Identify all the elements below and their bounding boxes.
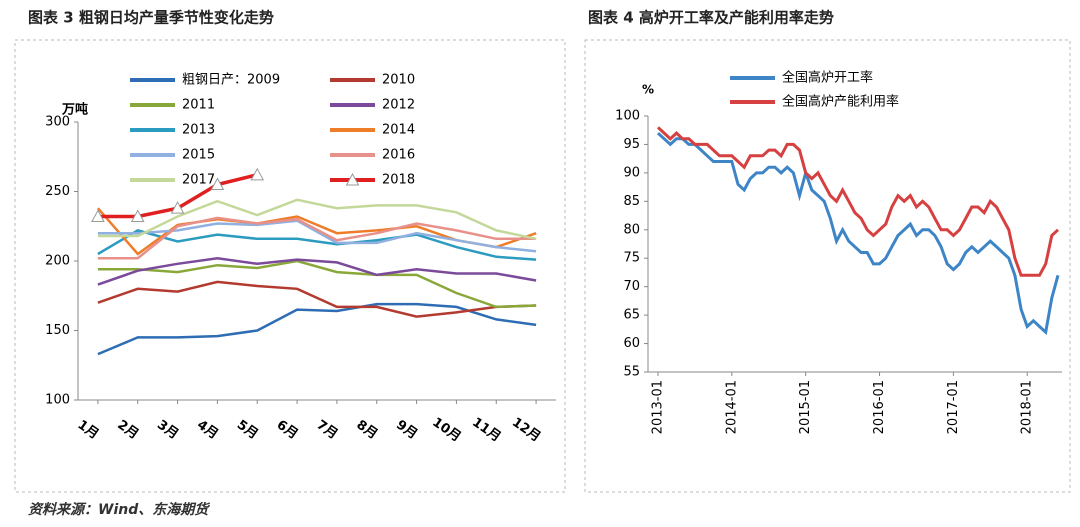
y-axis-label: 万吨 xyxy=(61,102,88,118)
x-tick-label: 2015-01 xyxy=(798,380,813,434)
y-tick-label: 70 xyxy=(623,279,640,294)
y-tick-label: 65 xyxy=(623,308,640,323)
y-tick-label: 100 xyxy=(615,109,640,124)
x-tick-label: 6月 xyxy=(274,418,301,443)
x-tick-label: 10月 xyxy=(429,415,463,445)
y-tick-label: 95 xyxy=(623,137,640,152)
x-tick-label: 2016-01 xyxy=(872,380,887,434)
x-tick-label: 2013-01 xyxy=(651,380,666,434)
y-axis-label: % xyxy=(642,83,654,97)
y-tick-label: 100 xyxy=(45,393,70,408)
y-tick-label: 200 xyxy=(45,254,70,269)
y-tick-label: 75 xyxy=(623,251,640,266)
right-frame xyxy=(584,39,1071,493)
x-tick-label: 7月 xyxy=(314,418,341,443)
y-tick-label: 60 xyxy=(623,336,640,351)
left-frame xyxy=(14,39,566,493)
legend-label: 全国高炉开工率 xyxy=(782,70,873,86)
source-note: 资料来源：Wind、东海期货 xyxy=(28,501,210,518)
series-line xyxy=(97,229,537,261)
y-tick-label: 85 xyxy=(623,194,640,209)
series-line xyxy=(97,198,537,241)
y-tick-label: 90 xyxy=(623,165,640,180)
legend-label: 2014 xyxy=(382,123,415,138)
series-line xyxy=(97,256,537,286)
x-tick-label: 2月 xyxy=(114,418,141,443)
point-marker xyxy=(91,209,105,223)
legend-label: 2012 xyxy=(382,98,415,113)
series-line xyxy=(97,259,537,309)
x-tick-label: 5月 xyxy=(234,418,261,443)
point-marker xyxy=(250,167,265,181)
y-tick-label: 300 xyxy=(45,115,70,130)
chart-title: 图表 3 粗钢日均产量季节性变化走势 xyxy=(28,9,274,27)
x-tick-label: 4月 xyxy=(194,418,221,443)
point-marker xyxy=(210,177,225,191)
x-tick-label: 12月 xyxy=(509,415,543,445)
chart-title: 图表 4 高炉开工率及产能利用率走势 xyxy=(588,9,834,27)
legend-marker xyxy=(345,172,360,186)
legend-label: 2016 xyxy=(382,148,415,163)
series-line xyxy=(97,280,537,318)
x-tick-label: 8月 xyxy=(353,418,380,443)
legend-label: 2015 xyxy=(182,148,215,163)
point-marker xyxy=(130,209,145,223)
x-tick-label: 9月 xyxy=(393,418,420,443)
legend-label: 2010 xyxy=(382,73,415,88)
legend-label: 2017 xyxy=(182,173,215,188)
legend-label: 全国高炉产能利用率 xyxy=(782,94,899,110)
series-line xyxy=(656,126,1060,277)
x-tick-label: 2014-01 xyxy=(724,380,739,434)
series-line xyxy=(97,302,537,356)
legend-label: 粗钢日产：2009 xyxy=(182,73,280,88)
legend-label: 2018 xyxy=(382,173,415,188)
series-line xyxy=(656,131,1060,336)
x-tick-label: 1月 xyxy=(75,418,102,443)
x-tick-label: 2018-01 xyxy=(1020,380,1035,434)
y-tick-label: 150 xyxy=(45,323,70,338)
x-tick-label: 11月 xyxy=(469,415,503,445)
y-tick-label: 250 xyxy=(45,184,70,199)
legend-label: 2013 xyxy=(182,123,215,138)
legend-label: 2011 xyxy=(182,98,215,113)
series-line xyxy=(97,216,537,260)
point-marker xyxy=(170,201,185,214)
x-tick-label: 3月 xyxy=(154,418,181,443)
y-tick-label: 55 xyxy=(623,365,640,380)
x-tick-label: 2017-01 xyxy=(946,380,961,434)
y-tick-label: 80 xyxy=(623,222,640,237)
